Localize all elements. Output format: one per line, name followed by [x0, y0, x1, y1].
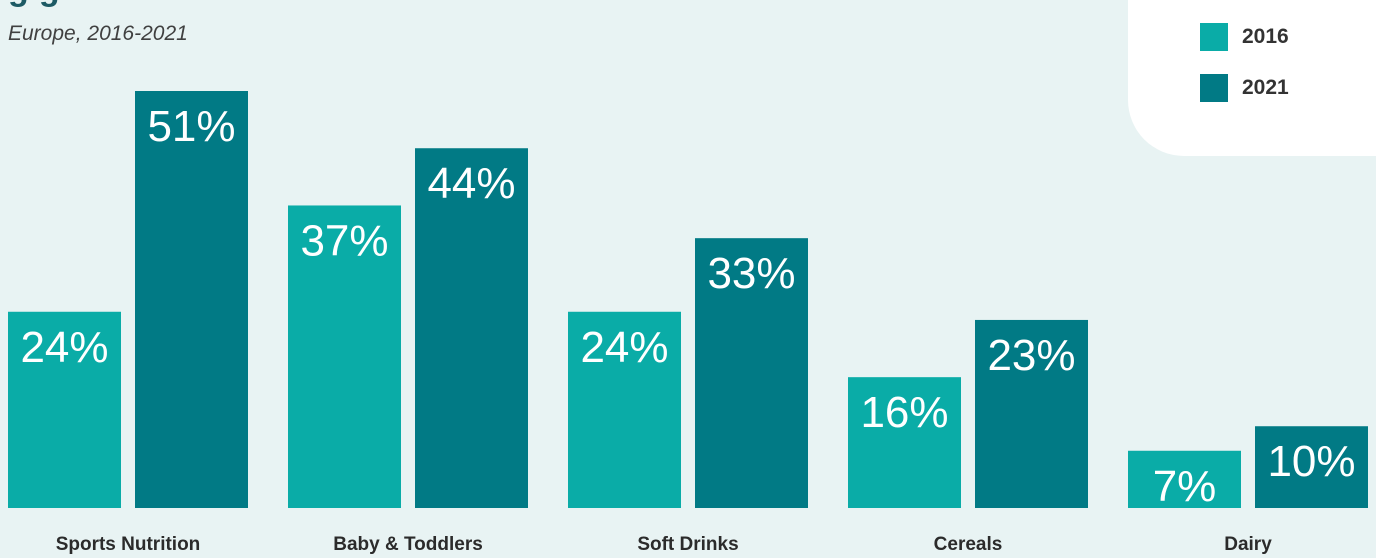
bar-cereals-2016: [848, 377, 961, 508]
bar-baby-toddlers-2021: [415, 148, 528, 508]
category-label-soft-drinks: Soft Drinks: [637, 534, 738, 555]
category-label-sports-nutrition: Sports Nutrition: [56, 534, 201, 555]
legend-swatch-2016: [1200, 23, 1228, 51]
bar-baby-toddlers-2016: [288, 205, 401, 508]
data-label-cereals-2021: 23%: [987, 331, 1075, 380]
data-label-baby-toddlers-2021: 44%: [427, 159, 515, 208]
data-label-sports-nutrition-2021: 51%: [147, 102, 235, 151]
legend-label-2016: 2016: [1242, 25, 1289, 48]
bar-soft-drinks-2021: [695, 238, 808, 509]
data-label-sports-nutrition-2016: 24%: [20, 323, 108, 372]
legend-item-2016: 2016: [1200, 22, 1289, 52]
bar-sports-nutrition-2021: [135, 91, 248, 508]
bar-dairy-2016: [1128, 450, 1241, 508]
legend-item-2021: 2021: [1200, 73, 1289, 103]
chart-subtitle: Europe, 2016-2021: [8, 22, 188, 45]
data-label-dairy-2021: 10%: [1267, 437, 1355, 486]
data-label-baby-toddlers-2016: 37%: [300, 216, 388, 265]
category-label-cereals: Cereals: [934, 534, 1003, 555]
chart-title-fragment: g g: [8, 0, 60, 9]
category-label-baby-toddlers: Baby & Toddlers: [333, 534, 483, 555]
legend-label-2021: 2021: [1242, 76, 1289, 99]
data-label-soft-drinks-2016: 24%: [580, 323, 668, 372]
data-label-dairy-2016: 7%: [1153, 462, 1217, 511]
category-label-dairy: Dairy: [1224, 534, 1272, 555]
bar-dairy-2021: [1255, 426, 1368, 508]
data-label-cereals-2016: 16%: [860, 388, 948, 437]
legend-swatch-2021: [1200, 74, 1228, 102]
legend: 2016 2021: [1128, 0, 1376, 156]
data-label-soft-drinks-2021: 33%: [707, 249, 795, 298]
bar-soft-drinks-2016: [568, 311, 681, 508]
bar-cereals-2021: [975, 319, 1088, 508]
bar-sports-nutrition-2016: [8, 311, 121, 508]
